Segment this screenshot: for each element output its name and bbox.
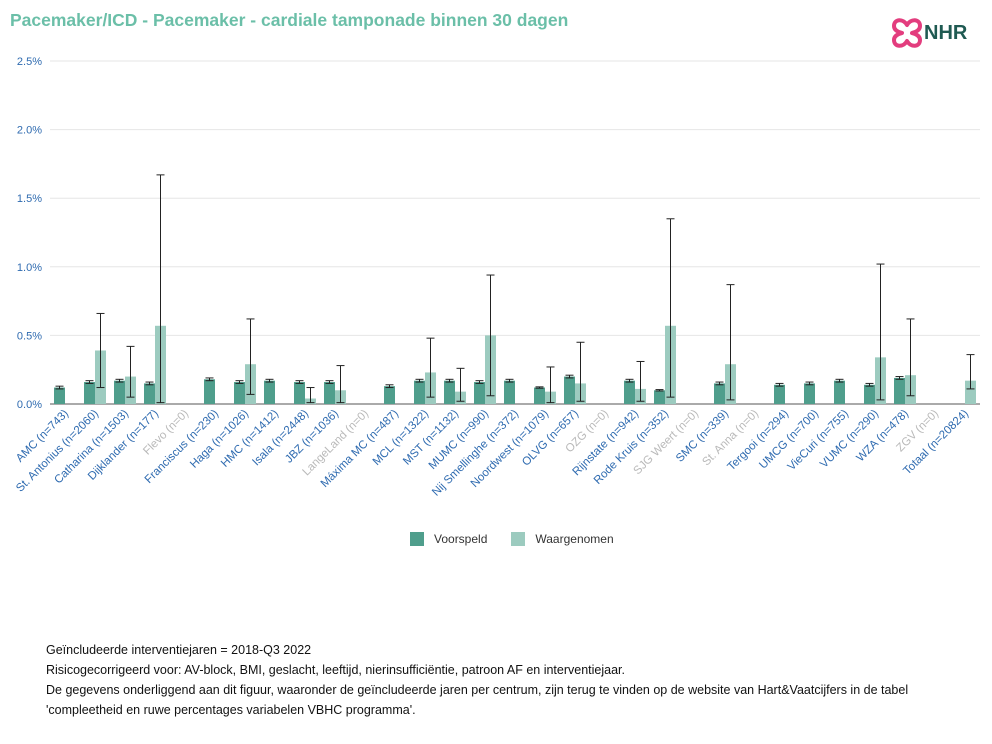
bar-voorspeld [864, 384, 875, 404]
legend-item-waargenomen: Waargenomen [511, 532, 614, 546]
bar-voorspeld [444, 380, 455, 404]
y-tick-label: 2.5% [17, 56, 42, 68]
bar-voorspeld [624, 380, 635, 404]
x-tick-label: SMC (n=339) [674, 408, 731, 465]
legend: Voorspeld Waargenomen [410, 532, 614, 546]
bar-voorspeld [564, 376, 575, 404]
bar-voorspeld [834, 380, 845, 404]
bar-voorspeld [294, 382, 305, 404]
bar-voorspeld [54, 387, 65, 404]
nhr-logo-mark-icon [892, 18, 922, 48]
footer-notes: Geïncludeerde interventiejaren = 2018-Q3… [46, 640, 908, 720]
y-tick-label: 1.0% [17, 262, 42, 274]
bar-voorspeld [324, 382, 335, 404]
bar-voorspeld [264, 380, 275, 404]
bar-voorspeld [474, 382, 485, 404]
footer-line-source: De gegevens onderliggend aan dit figuur,… [46, 683, 909, 697]
bar-voorspeld [504, 380, 515, 404]
x-tick-label: AMC (n=743) [14, 408, 71, 465]
bar-voorspeld [114, 380, 125, 404]
bar-voorspeld [534, 387, 545, 404]
footer-line-risk: Risicogecorrigeerd voor: AV-block, BMI, … [46, 663, 626, 677]
bar-voorspeld [414, 380, 425, 404]
legend-swatch-waargenomen [511, 532, 526, 546]
bar-voorspeld [804, 383, 815, 404]
bar-voorspeld [234, 382, 245, 404]
bar-voorspeld [714, 383, 725, 404]
legend-swatch-voorspeld [410, 532, 424, 546]
bar-voorspeld [894, 377, 905, 404]
legend-label-waargenomen: Waargenomen [535, 532, 614, 546]
y-tick-label: 0.0% [17, 399, 42, 411]
logo-text: NHR [924, 22, 968, 44]
nhr-logo: NHR [890, 16, 986, 56]
chart-title: Pacemaker/ICD - Pacemaker - cardiale tam… [10, 10, 569, 30]
bar-voorspeld [204, 379, 215, 404]
bar-chart: 0.0%0.5%1.0%1.5%2.0%2.5%AMC (n=743)St. A… [14, 56, 980, 499]
legend-item-voorspeld: Voorspeld [410, 532, 487, 546]
y-tick-label: 1.5% [17, 193, 42, 205]
footer-line-years: Geïncludeerde interventiejaren = 2018-Q3… [46, 643, 312, 657]
y-tick-label: 2.0% [17, 125, 42, 137]
bar-voorspeld [384, 386, 395, 404]
bar-waargenomen [965, 380, 976, 404]
footer-line-table: 'compleetheid en ruwe percentages variab… [46, 703, 416, 717]
bar-voorspeld [84, 382, 95, 404]
bar-voorspeld [654, 390, 665, 404]
bar-voorspeld [774, 384, 785, 404]
legend-label-voorspeld: Voorspeld [434, 532, 488, 546]
bar-voorspeld [144, 383, 155, 404]
y-tick-label: 0.5% [17, 330, 42, 342]
